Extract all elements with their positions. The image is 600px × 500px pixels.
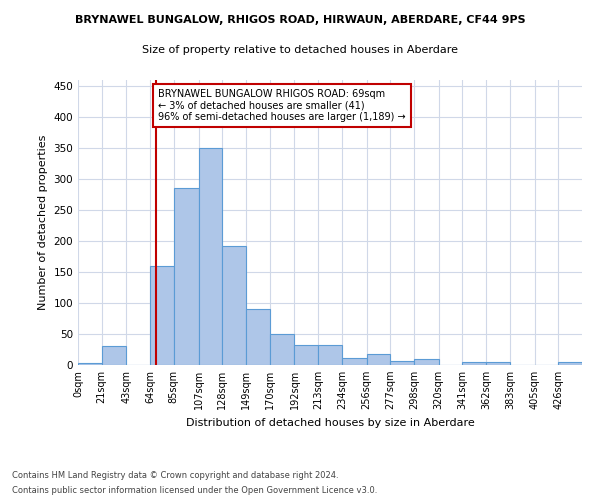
Bar [391,360,414,365]
Bar [150,266,174,365]
Y-axis label: Number of detached properties: Number of detached properties [38,135,48,310]
Bar [174,188,199,365]
Text: BRYNAWEL BUNGALOW RHIGOS ROAD: 69sqm
← 3% of detached houses are smaller (41)
96: BRYNAWEL BUNGALOW RHIGOS ROAD: 69sqm ← 3… [158,90,406,122]
Bar [367,354,391,365]
Bar [559,362,582,365]
Bar [246,308,269,365]
X-axis label: Distribution of detached houses by size in Aberdare: Distribution of detached houses by size … [185,418,475,428]
Text: Size of property relative to detached houses in Aberdare: Size of property relative to detached ho… [142,45,458,55]
Bar [414,359,439,365]
Bar [78,362,101,365]
Bar [199,148,223,365]
Bar [295,345,318,365]
Bar [486,362,510,365]
Bar [223,246,246,365]
Bar [463,362,486,365]
Bar [101,346,127,365]
Text: Contains public sector information licensed under the Open Government Licence v3: Contains public sector information licen… [12,486,377,495]
Text: BRYNAWEL BUNGALOW, RHIGOS ROAD, HIRWAUN, ABERDARE, CF44 9PS: BRYNAWEL BUNGALOW, RHIGOS ROAD, HIRWAUN,… [74,15,526,25]
Bar [318,345,342,365]
Bar [269,334,295,365]
Text: Contains HM Land Registry data © Crown copyright and database right 2024.: Contains HM Land Registry data © Crown c… [12,471,338,480]
Bar [342,358,367,365]
